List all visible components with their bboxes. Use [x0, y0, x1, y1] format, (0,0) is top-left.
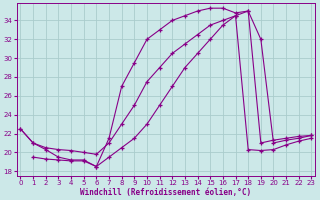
- X-axis label: Windchill (Refroidissement éolien,°C): Windchill (Refroidissement éolien,°C): [80, 188, 252, 197]
